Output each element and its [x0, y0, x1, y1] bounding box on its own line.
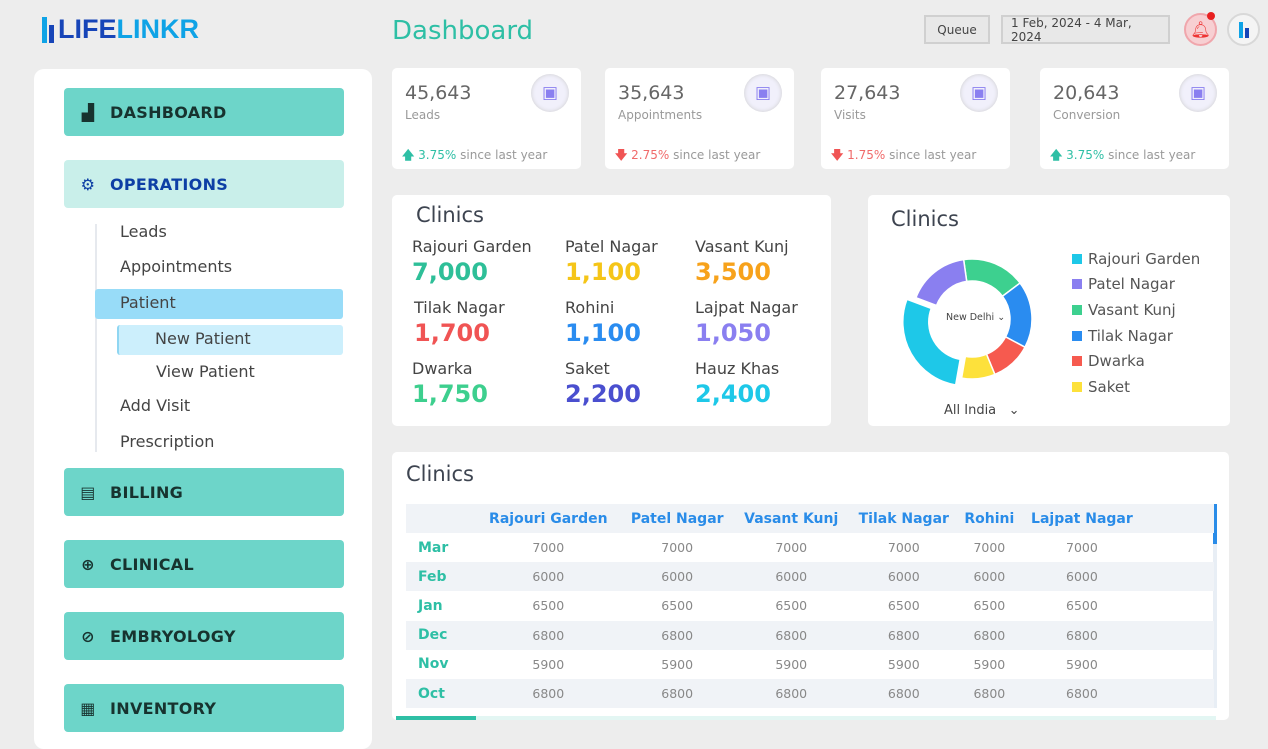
stat-card-leads: 45,643 Leads ▣ 🡅 3.75% since last year [392, 68, 581, 169]
sidebar-sub-new-patient[interactable]: New Patient [117, 325, 343, 355]
donut-slice-rajouri-garden[interactable] [902, 298, 962, 386]
column-header[interactable]: Vasant Kunj [733, 504, 849, 533]
sidebar-item-inventory[interactable]: ▦ INVENTORY [64, 684, 344, 732]
column-header-month [406, 504, 476, 533]
arrow-up-icon: 🡅 [1050, 148, 1063, 162]
stat-icon: ▣ [531, 74, 569, 112]
arrow-down-icon: 🡇 [615, 148, 628, 162]
embryo-icon: ⊘ [81, 626, 95, 646]
table-row: Jan 6500 6500 6500 6500 6500 6500 [418, 597, 1098, 614]
column-header[interactable]: Patel Nagar [620, 504, 734, 533]
legend-item[interactable]: Saket [1072, 374, 1200, 400]
card-title: Clinics [406, 462, 474, 486]
column-header[interactable]: Rajouri Garden [476, 504, 621, 533]
sidebar-item-embryology[interactable]: ⊘ EMBRYOLOGY [64, 612, 344, 660]
sidebar-item-operations[interactable]: ⚙ OPERATIONS [64, 160, 344, 208]
plus-circle-icon: ⊕ [81, 554, 95, 574]
sidebar-sub-prescription[interactable]: Prescription [120, 432, 215, 451]
sidebar-item-dashboard[interactable]: ▟ DASHBOARD [64, 88, 344, 136]
table-row: Feb 6000 6000 6000 6000 6000 6000 [406, 562, 1214, 592]
card-title: Clinics [416, 203, 484, 227]
notification-dot [1207, 12, 1215, 20]
clinics-donut-card: Clinics New Delhi ⌄ All India ⌄ [868, 195, 1230, 426]
clinic-stat: Dwarka 1,750 [412, 359, 488, 408]
legend-item[interactable]: Tilak Nagar [1072, 323, 1200, 349]
page-title: Dashboard [392, 16, 534, 46]
column-header[interactable]: Rohini [958, 504, 1020, 533]
clinic-stat: Tilak Nagar 1,700 [414, 298, 505, 347]
queue-button[interactable]: Queue [924, 15, 990, 44]
chevron-down-icon: ⌄ [997, 312, 1006, 323]
scrollbar-thumb[interactable] [396, 716, 476, 720]
stat-icon: ▣ [744, 74, 782, 112]
clinic-stat: Rohini 1,100 [565, 298, 641, 347]
brand-logo: LIFE LINKR [42, 14, 199, 45]
arrow-up-icon: 🡅 [402, 148, 415, 162]
donut-slice-patel-nagar[interactable] [914, 258, 968, 307]
table-row: Dec 6800 6800 6800 6800 6800 6800 [406, 620, 1214, 650]
sidebar-sub-patient[interactable]: Patient [95, 289, 343, 319]
card-title: Clinics [891, 207, 959, 231]
scrollbar-thumb[interactable] [1213, 504, 1217, 544]
stat-icon: ▣ [1179, 74, 1217, 112]
clinics-table: Rajouri Garden Patel Nagar Vasant Kunj Tila… [406, 504, 1214, 709]
legend-item[interactable]: Dwarka [1072, 348, 1200, 374]
submenu-line [95, 224, 97, 452]
clinic-stat: Saket 2,200 [565, 359, 641, 408]
logo-mark-icon [42, 16, 54, 43]
legend-swatch [1072, 381, 1082, 392]
table-row: Nov 5900 5900 5900 5900 5900 5900 [418, 656, 1098, 673]
profile-avatar[interactable] [1227, 13, 1260, 46]
sidebar-sub-leads[interactable]: Leads [120, 222, 167, 241]
column-header[interactable]: Tilak Nagar [848, 504, 959, 533]
column-header[interactable]: Lajpat Nagar [1019, 504, 1144, 533]
clinic-stat: Rajouri Garden 7,000 [412, 237, 532, 286]
donut-legend: Rajouri Garden Patel Nagar Vasant Kunj Tila… [1072, 246, 1200, 400]
logo-mark-icon [1238, 21, 1249, 38]
column-header-spacer [1144, 504, 1214, 533]
clinic-stat: Vasant Kunj 3,500 [695, 237, 789, 286]
stat-icon: ▣ [960, 74, 998, 112]
sidebar-item-clinical[interactable]: ⊕ CLINICAL [64, 540, 344, 588]
legend-swatch [1072, 330, 1082, 341]
boxes-icon: ▦ [80, 698, 96, 718]
date-range-picker[interactable]: 1 Feb, 2024 - 4 Mar, 2024 [1001, 15, 1170, 44]
legend-item[interactable]: Vasant Kunj [1072, 297, 1200, 323]
chevron-down-icon: ⌄ [1008, 403, 1020, 418]
gear-icon: ⚙ [80, 174, 96, 194]
table-row: Oct 6800 6800 6800 6800 6800 6800 [406, 678, 1214, 709]
donut-slice-saket[interactable] [960, 353, 996, 380]
table-row: Mar 7000 7000 7000 7000 7000 7000 [418, 539, 1098, 556]
clinic-stat: Hauz Khas 2,400 [695, 359, 780, 408]
sidebar-sub-add-visit[interactable]: Add Visit [120, 396, 191, 415]
legend-swatch [1072, 279, 1082, 290]
horizontal-scrollbar[interactable] [396, 716, 1216, 720]
city-select[interactable]: New Delhi ⌄ [946, 312, 1006, 323]
clinics-summary-card: Clinics Rajouri Garden 7,000 Patel Nagar 1,… [392, 195, 831, 426]
stat-card-visits: 27,643 Visits ▣ 🡇 1.75% since last year [821, 68, 1010, 169]
arrow-down-icon: 🡇 [831, 148, 844, 162]
vertical-scrollbar[interactable] [1213, 504, 1217, 708]
clinic-stat: Patel Nagar 1,100 [565, 237, 658, 286]
stat-card-appointments: 35,643 Appointments ▣ 🡇 2.75% since last… [605, 68, 794, 169]
receipt-icon: ▤ [80, 482, 96, 502]
legend-swatch [1072, 304, 1082, 315]
stat-card-conversion: 20,643 Conversion ▣ 🡅 3.75% since last y… [1040, 68, 1229, 169]
region-select[interactable]: All India ⌄ [944, 403, 1020, 418]
legend-item[interactable]: Rajouri Garden [1072, 246, 1200, 272]
clinic-stat: Lajpat Nagar 1,050 [695, 298, 798, 347]
sidebar-sub-view-patient[interactable]: View Patient [156, 362, 255, 381]
bar-chart-icon: ▟ [81, 102, 95, 122]
sidebar-sub-appointments[interactable]: Appointments [120, 257, 233, 276]
legend-item[interactable]: Patel Nagar [1072, 272, 1200, 298]
donut-chart [902, 258, 1033, 386]
sidebar: ▟ DASHBOARD ⚙ OPERATIONS Leads Appointment… [34, 69, 372, 749]
legend-swatch [1072, 253, 1082, 264]
sidebar-item-billing[interactable]: ▤ BILLING [64, 468, 344, 516]
bell-icon: 🔔︎ [1190, 20, 1211, 39]
legend-swatch [1072, 356, 1082, 367]
